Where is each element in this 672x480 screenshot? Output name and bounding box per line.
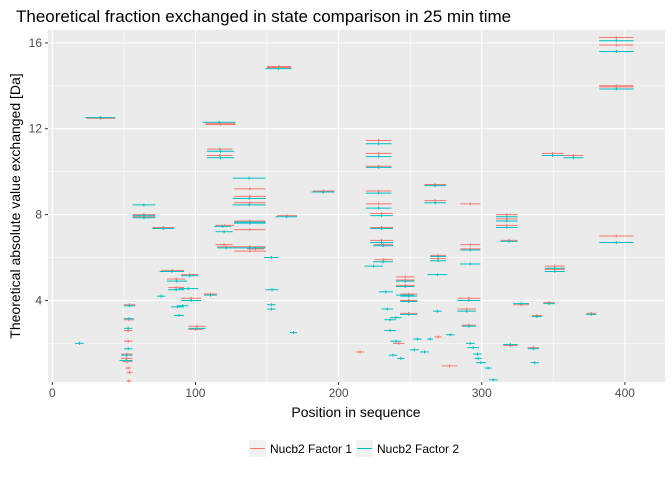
series-group-1 — [86, 36, 634, 383]
series-layer — [75, 36, 634, 383]
x-tick-label: 100 — [185, 386, 205, 400]
x-tick-label: 200 — [329, 386, 349, 400]
legend-item-2: Nucb2 Factor 2 — [356, 440, 459, 457]
y-tick-label: 4 — [35, 293, 42, 307]
y-tick-label: 16 — [29, 36, 43, 50]
minor-gridlines — [48, 30, 665, 382]
plot-panel — [48, 30, 665, 382]
legend-label: Nucb2 Factor 1 — [270, 442, 352, 456]
y-axis-title: Theoretical absolute value exchanged [Da… — [7, 73, 23, 338]
legend-item-1: Nucb2 Factor 1 — [249, 440, 352, 457]
legend-label: Nucb2 Factor 2 — [377, 442, 459, 456]
legend: Nucb2 Factor 1 Nucb2 Factor 2 — [249, 440, 459, 457]
x-axis-title: Position in sequence — [291, 404, 420, 420]
y-tick-label: 8 — [35, 208, 42, 222]
x-tick-label: 0 — [49, 386, 56, 400]
major-gridlines — [48, 30, 665, 382]
chart-title: Theoretical fraction exchanged in state … — [16, 7, 511, 26]
x-tick-label: 300 — [472, 386, 492, 400]
series-group-2 — [75, 39, 634, 382]
y-tick-label: 12 — [29, 122, 43, 136]
x-tick-label: 400 — [615, 386, 635, 400]
axis-layer: 0 100 200 300 400 4 8 12 16 — [29, 36, 636, 400]
